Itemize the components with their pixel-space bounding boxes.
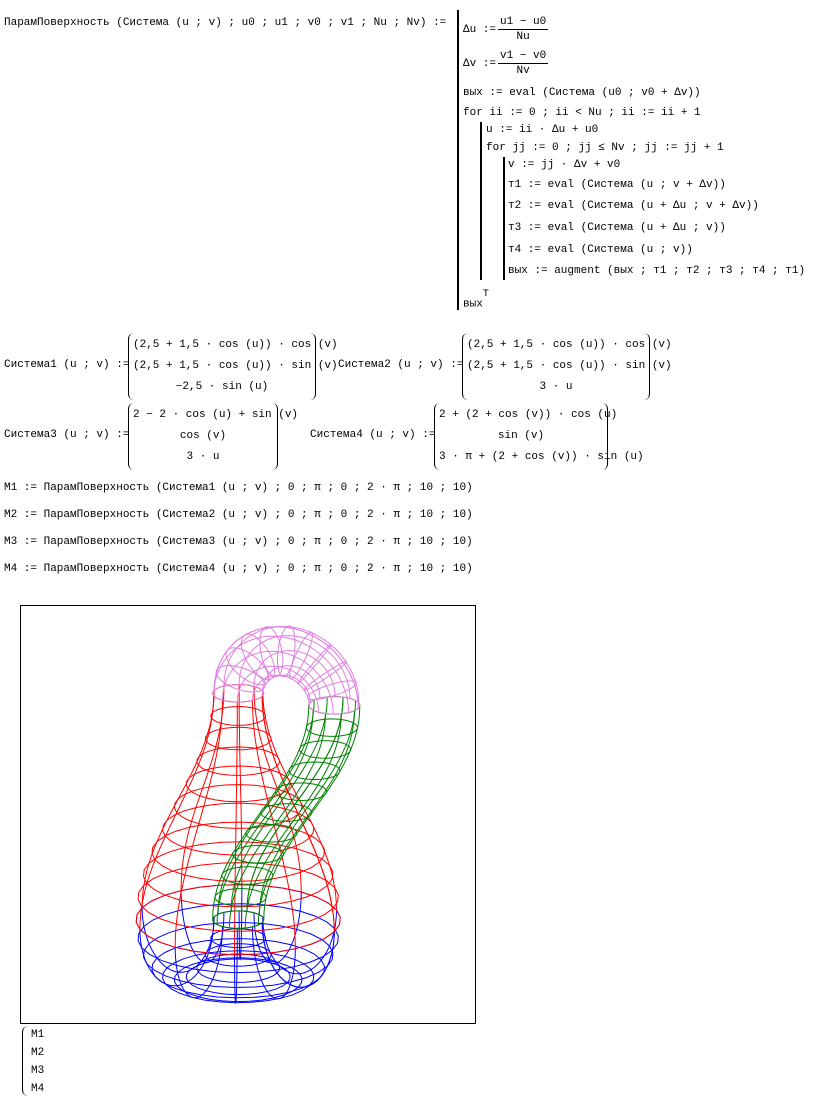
surface-m2-v-line [253, 686, 302, 893]
matrix-row: sin (v) [497, 430, 545, 442]
surface-m4-v-line [261, 674, 311, 703]
matrix-row: (2,5 + 1,5 · cos (u)) · sin (v) [467, 360, 672, 372]
system4-label[interactable]: Система4 (u ; v) := [310, 429, 436, 441]
delta-v-numerator: v1 − v0 [498, 50, 549, 64]
surface-m4-v-line [213, 626, 359, 709]
system2-label[interactable]: Система2 (u ; v) := [338, 359, 464, 371]
program-line-augment[interactable]: вых := augment (вых ; т1 ; т2 ; т3 ; т4 … [508, 265, 806, 277]
loop-jj-bar [503, 157, 505, 280]
surface-m2-v-line [174, 700, 223, 948]
surface-m3-v-line [230, 696, 328, 912]
surface-m2-v-line [139, 695, 215, 930]
surface-plot-3d[interactable] [20, 605, 476, 1024]
plot-series-m1[interactable]: M1 [31, 1029, 45, 1041]
surface-m3-v-line [244, 713, 342, 929]
surface-m1-v-line [180, 890, 225, 964]
surface-m3-u-line [298, 740, 352, 759]
assignment-m2[interactable]: M2 := ПарамПоверхность (Система2 (u ; v)… [4, 509, 473, 521]
surface-m2-v-line [238, 684, 243, 885]
surface-m2-v-line [234, 702, 238, 955]
surface-m1-v-line [234, 928, 238, 1005]
plot-canvas [135, 625, 361, 1005]
surface-m3-v-line [212, 704, 310, 920]
surface-m4-v-line [213, 626, 359, 709]
program-line-for-jj[interactable]: for jj := 0 ; jj ≤ Nv ; jj := jj + 1 [486, 142, 724, 154]
surface-m3-v-line [228, 713, 326, 928]
plot-series-m3[interactable]: M3 [31, 1065, 45, 1077]
delta-v-denominator: Nv [516, 65, 530, 77]
system3-label[interactable]: Система3 (u ; v) := [4, 429, 130, 441]
system4-matrix[interactable]: 2 + (2 + cos (v)) · cos (u) sin (v) 3 · … [434, 403, 644, 470]
result-variable: вых [463, 298, 483, 311]
program-line-u[interactable]: u := ii · Δu + u0 [486, 124, 599, 136]
program-result[interactable]: выхT [463, 289, 489, 312]
surface-m1-v-line [174, 926, 223, 999]
system2-matrix[interactable]: (2,5 + 1,5 · cos (u)) · cos (v) (2,5 + 1… [462, 333, 672, 400]
matrix-row: 2 − 2 · cos (u) + sin (v) [133, 409, 299, 421]
matrix-row: (2,5 + 1,5 · cos (u)) · cos (v) [467, 339, 672, 351]
surface-m1-v-line [252, 926, 296, 1000]
surface-m4-v-line [221, 650, 334, 715]
surface-m1-v-line [261, 922, 335, 988]
delta-v-lhs: Δv := [463, 57, 497, 70]
surface-m4-v-line [223, 625, 360, 703]
transpose-superscript: T [482, 289, 489, 300]
assignment-m1[interactable]: M1 := ПарамПоверхность (Система1 (u ; v)… [4, 482, 473, 494]
program-line-t4[interactable]: т4 := eval (Система (u ; v)) [508, 244, 693, 256]
delta-v-line[interactable]: Δv := v1 − v0 Nv [463, 49, 549, 78]
surface-m2-u-line [185, 765, 291, 803]
plot-series-m4[interactable]: M4 [31, 1083, 45, 1095]
surface-m2-u-line [204, 726, 272, 751]
surface-m2-v-line [141, 690, 215, 908]
loop-ii-bar [480, 122, 482, 280]
program-line-t1[interactable]: т1 := eval (Система (u ; v + Δv)) [508, 179, 726, 191]
surface-m3-v-line [216, 710, 314, 925]
assignment-m3[interactable]: M3 := ПарамПоверхность (Система3 (u ; v)… [4, 536, 473, 548]
delta-u-lhs: Δu := [463, 23, 497, 36]
program-bar [457, 10, 459, 310]
matrix-row: 2 + (2 + cos (v)) · cos (u) [439, 409, 618, 421]
delta-u-line[interactable]: Δu := u1 − u0 Nu [463, 15, 549, 44]
program-line-out[interactable]: вых := eval (Система (u0 ; v0 + Δv)) [463, 87, 701, 99]
matrix-row: −2,5 · sin (u) [175, 381, 269, 393]
surface-m3-v-line [258, 700, 356, 915]
surface-m4-v-line [253, 650, 336, 697]
surface-m1-u-line [185, 958, 291, 996]
surface-m3-v-line [217, 699, 315, 915]
system3-matrix[interactable]: 2 − 2 · cos (u) + sin (v) cos (v) 3 · u [128, 403, 299, 470]
surface-m2-u-line [142, 841, 334, 908]
surface-m4-v-line [262, 665, 321, 699]
plot-series-m2[interactable]: M2 [31, 1047, 45, 1059]
surface-m3-u-line [212, 910, 265, 929]
surface-m3-u-line [221, 866, 274, 885]
surface-m1-v-line [253, 891, 302, 964]
matrix-row: 3 · u [539, 381, 573, 393]
matrix-row: 3 · u [186, 451, 220, 463]
surface-m3-v-line [257, 710, 355, 926]
system1-label[interactable]: Система1 (u ; v) := [4, 359, 130, 371]
matrix-row: (2,5 + 1,5 · cos (u)) · sin (v) [133, 360, 338, 372]
delta-u-numerator: u1 − u0 [498, 16, 549, 30]
surface-m3-v-line [263, 705, 361, 921]
matrix-row: 3 · π + (2 + cos (v)) · sin (u) [439, 451, 644, 463]
surface-m1-v-line [261, 922, 335, 988]
program-line-t2[interactable]: т2 := eval (Система (u + Δu ; v + Δv)) [508, 200, 759, 212]
program-line-for-ii[interactable]: for ii := 0 ; ii < Nu ; ii := ii + 1 [463, 107, 701, 119]
matrix-row: cos (v) [179, 430, 227, 442]
surface-m4-v-line [236, 665, 319, 713]
surface-m1-v-line [238, 884, 243, 961]
surface-m3-v-line [246, 697, 344, 912]
assignment-m4[interactable]: M4 := ПарамПоверхность (Система4 (u ; v)… [4, 563, 473, 575]
surface-m1-v-line [141, 907, 215, 973]
delta-u-denominator: Nu [516, 31, 530, 43]
surface-m4-v-line [252, 674, 311, 708]
program-line-v[interactable]: v := jj · Δv + v0 [508, 159, 621, 171]
plot-data-brace [22, 1026, 29, 1096]
matrix-row: (2,5 + 1,5 · cos (u)) · cos (v) [133, 339, 338, 351]
surface-m4-v-line [213, 635, 349, 713]
program-line-t3[interactable]: т3 := eval (Система (u + Δu ; v)) [508, 222, 726, 234]
function-definition-header[interactable]: ПарамПоверхность (Система (u ; v) ; u0 ;… [4, 17, 447, 29]
surface-m1-v-line [262, 909, 337, 975]
system1-matrix[interactable]: (2,5 + 1,5 · cos (u)) · cos (v) (2,5 + 1… [128, 333, 338, 400]
